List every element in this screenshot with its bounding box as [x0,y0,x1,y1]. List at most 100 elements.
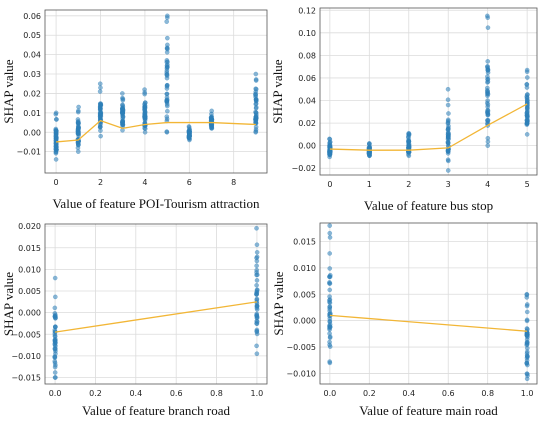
data-point [53,117,59,122]
x-tick-label: 5 [525,180,530,189]
data-point [142,118,148,123]
y-tick-label: −0.015 [11,374,41,383]
data-point [53,157,59,162]
data-point [525,362,530,368]
data-point [406,145,411,150]
data-point [327,299,332,305]
data-point [254,296,260,302]
x-tick-label: 4 [485,180,490,189]
data-point [97,81,103,87]
data-point [164,129,170,134]
x-tick-label: 2 [98,178,103,187]
x-axis-label: Value of feature branch road [82,403,230,418]
data-point [164,114,170,119]
y-tick-label: 0.020 [18,222,41,231]
data-point [52,275,58,281]
x-tick-label: 0 [327,180,332,189]
subplot-2: 0 1 2 3 4 5 −0.02 0.00 0.02 0.04 0.06 0.08 0.10 0.12 V… [270,6,538,213]
data-point [445,139,451,145]
data-point [54,147,59,152]
data-point [164,19,170,24]
x-tick-label: 0 [54,178,59,187]
data-point [327,294,332,299]
data-point [53,314,58,320]
data-point [485,143,491,148]
data-point [53,294,58,300]
data-point [165,64,170,70]
data-point [485,108,491,114]
data-point [485,90,490,95]
data-point [75,145,81,151]
data-point [327,266,333,271]
data-point [524,349,530,355]
data-point [327,139,333,145]
data-point [485,68,491,73]
x-axis-label: Value of feature bus stop [364,198,493,213]
trend-line [56,119,256,143]
data-point [445,121,451,126]
data-point [164,97,170,103]
data-point [253,114,259,120]
data-point [254,351,260,357]
data-point [142,91,147,97]
trend-line [329,314,528,332]
data-point [53,340,58,346]
x-axis-label: Value of feature POI-Tourism attraction [52,196,260,211]
data-point [165,35,170,41]
data-point [164,73,170,78]
subplot-4: 0.0 0.2 0.4 0.6 0.8 1.0 −0.010 −0.005 0.000 0.005… [271,222,538,418]
data-point [53,130,59,136]
data-point [254,242,260,248]
data-point [253,86,259,92]
y-tick-label: −0.005 [11,330,41,339]
data-point [406,135,411,140]
data-point [254,283,259,288]
y-tick-label: 0.005 [293,290,316,299]
trend-line [329,103,528,151]
y-axis-label: SHAP value [1,272,16,336]
data-point [485,76,491,82]
y-tick-label: −0.01 [16,148,41,157]
data-point [254,263,259,269]
data-point [165,15,170,20]
y-tick-label: 0.01 [23,109,41,118]
data-point [254,343,259,349]
data-point [254,319,260,324]
y-tick-label: −0.010 [11,352,41,361]
data-point [524,132,530,137]
data-point [524,295,530,300]
y-axis-label: SHAP value [270,59,285,123]
y-tick-label: 0.05 [23,31,41,40]
data-point [445,168,451,173]
data-point [525,353,530,359]
data-point [253,77,259,82]
data-point [524,309,530,315]
y-tick-label: −0.010 [286,369,316,378]
y-tick-label: 0.12 [298,6,316,15]
data-point [75,126,81,132]
data-point [164,45,170,51]
data-point [142,105,148,110]
data-point [254,303,260,309]
data-point [97,122,103,128]
data-point [120,111,125,117]
x-tick-label: 0.8 [481,389,494,398]
y-tick-label: 0.04 [298,97,316,106]
data-point [327,335,333,341]
data-point [52,370,58,375]
data-point [485,15,491,20]
y-tick-label: 0.010 [18,265,41,274]
data-point [254,312,260,318]
x-tick-label: 0.4 [402,389,415,398]
data-point [327,230,333,236]
data-point [485,117,491,123]
plot-frame [319,7,538,176]
data-point [53,375,58,380]
data-point [524,82,530,87]
x-tick-label: 0.8 [210,389,223,398]
data-point [525,75,530,80]
data-point [209,111,214,117]
data-point [52,305,58,311]
y-tick-label: 0.010 [293,264,316,273]
data-point [254,270,259,275]
